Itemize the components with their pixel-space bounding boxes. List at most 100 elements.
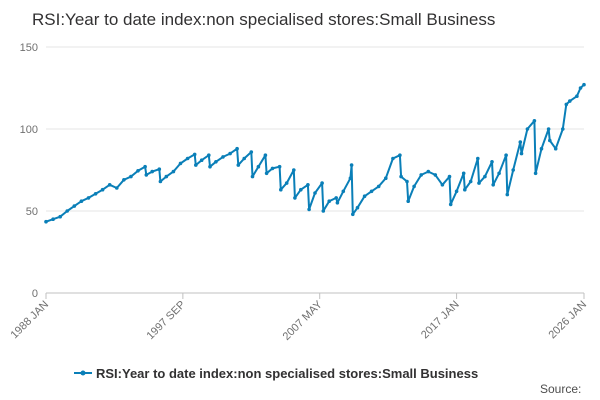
data-point[interactable]: [327, 199, 332, 203]
data-point[interactable]: [548, 138, 552, 143]
data-point[interactable]: [58, 214, 62, 219]
data-point[interactable]: [369, 189, 374, 194]
data-point[interactable]: [406, 199, 411, 203]
data-point[interactable]: [454, 189, 459, 194]
data-point[interactable]: [321, 209, 326, 213]
data-point[interactable]: [284, 181, 289, 185]
data-point[interactable]: [178, 161, 183, 166]
data-point[interactable]: [511, 168, 515, 172]
data-point[interactable]: [412, 184, 416, 189]
data-point[interactable]: [44, 219, 48, 224]
data-point[interactable]: [293, 196, 297, 200]
data-point[interactable]: [568, 99, 572, 103]
data-point[interactable]: [221, 155, 225, 159]
data-point[interactable]: [136, 169, 140, 173]
data-point[interactable]: [461, 171, 466, 176]
data-point[interactable]: [575, 94, 579, 98]
data-point[interactable]: [399, 174, 403, 179]
data-point[interactable]: [208, 164, 212, 169]
data-point[interactable]: [468, 179, 473, 184]
data-point[interactable]: [405, 179, 409, 184]
data-point[interactable]: [376, 184, 381, 189]
data-point[interactable]: [532, 119, 537, 123]
data-point[interactable]: [519, 151, 524, 156]
data-point[interactable]: [351, 212, 355, 217]
data-point[interactable]: [348, 176, 353, 180]
data-point[interactable]: [426, 169, 431, 174]
data-point[interactable]: [279, 187, 283, 192]
data-point[interactable]: [476, 156, 480, 161]
data-point[interactable]: [214, 160, 218, 164]
data-point[interactable]: [463, 187, 467, 192]
data-point[interactable]: [447, 174, 452, 179]
data-point[interactable]: [491, 183, 496, 187]
data-point[interactable]: [194, 163, 198, 167]
data-point[interactable]: [292, 168, 296, 172]
data-point[interactable]: [250, 174, 255, 179]
data-point[interactable]: [320, 181, 324, 185]
data-point[interactable]: [546, 127, 551, 131]
data-point[interactable]: [157, 167, 162, 171]
data-point[interactable]: [433, 173, 438, 177]
data-point[interactable]: [525, 127, 530, 131]
data-point[interactable]: [564, 102, 569, 107]
data-point[interactable]: [504, 153, 508, 157]
data-point[interactable]: [115, 186, 119, 190]
data-point[interactable]: [93, 192, 98, 196]
data-point[interactable]: [270, 166, 275, 171]
data-point[interactable]: [313, 191, 317, 195]
data-point[interactable]: [335, 201, 340, 205]
data-point[interactable]: [242, 156, 246, 161]
data-point[interactable]: [341, 189, 346, 194]
data-point[interactable]: [150, 169, 154, 174]
data-point[interactable]: [65, 209, 69, 213]
data-point[interactable]: [384, 176, 388, 180]
data-point[interactable]: [362, 194, 367, 198]
data-point[interactable]: [490, 160, 494, 164]
data-point[interactable]: [440, 183, 445, 187]
data-point[interactable]: [553, 146, 558, 151]
data-point[interactable]: [51, 217, 55, 221]
data-point[interactable]: [107, 183, 112, 187]
data-point[interactable]: [307, 207, 311, 212]
data-point[interactable]: [164, 174, 169, 179]
data-point[interactable]: [448, 202, 453, 207]
data-point[interactable]: [249, 150, 254, 154]
data-point[interactable]: [143, 164, 147, 169]
data-point[interactable]: [561, 127, 565, 131]
data-point[interactable]: [171, 169, 176, 174]
data-point[interactable]: [477, 181, 481, 185]
data-point[interactable]: [391, 156, 395, 161]
data-point[interactable]: [228, 151, 232, 156]
data-point[interactable]: [263, 153, 268, 157]
data-point[interactable]: [100, 187, 105, 192]
data-point[interactable]: [122, 178, 126, 182]
data-point[interactable]: [158, 179, 163, 184]
data-point[interactable]: [334, 196, 339, 200]
data-point[interactable]: [207, 153, 211, 157]
data-point[interactable]: [235, 146, 239, 151]
data-point[interactable]: [306, 183, 310, 187]
data-point[interactable]: [355, 205, 360, 210]
data-point[interactable]: [299, 187, 303, 192]
data-point[interactable]: [419, 173, 424, 177]
data-point[interactable]: [398, 153, 402, 157]
data-point[interactable]: [277, 164, 282, 169]
data-point[interactable]: [236, 163, 241, 167]
data-point[interactable]: [505, 192, 510, 197]
data-point[interactable]: [144, 173, 149, 177]
data-point[interactable]: [483, 174, 487, 179]
data-point[interactable]: [192, 152, 197, 157]
data-point[interactable]: [497, 171, 501, 176]
data-point[interactable]: [199, 158, 204, 162]
legend[interactable]: RSI:Year to date index:non specialised s…: [74, 366, 478, 381]
data-point[interactable]: [264, 171, 269, 176]
data-point[interactable]: [256, 164, 261, 169]
data-point[interactable]: [185, 156, 190, 161]
data-point[interactable]: [533, 171, 538, 176]
data-point[interactable]: [349, 163, 354, 167]
data-point[interactable]: [539, 146, 544, 151]
data-point[interactable]: [72, 204, 77, 208]
data-point[interactable]: [582, 82, 586, 87]
data-point[interactable]: [578, 86, 583, 90]
